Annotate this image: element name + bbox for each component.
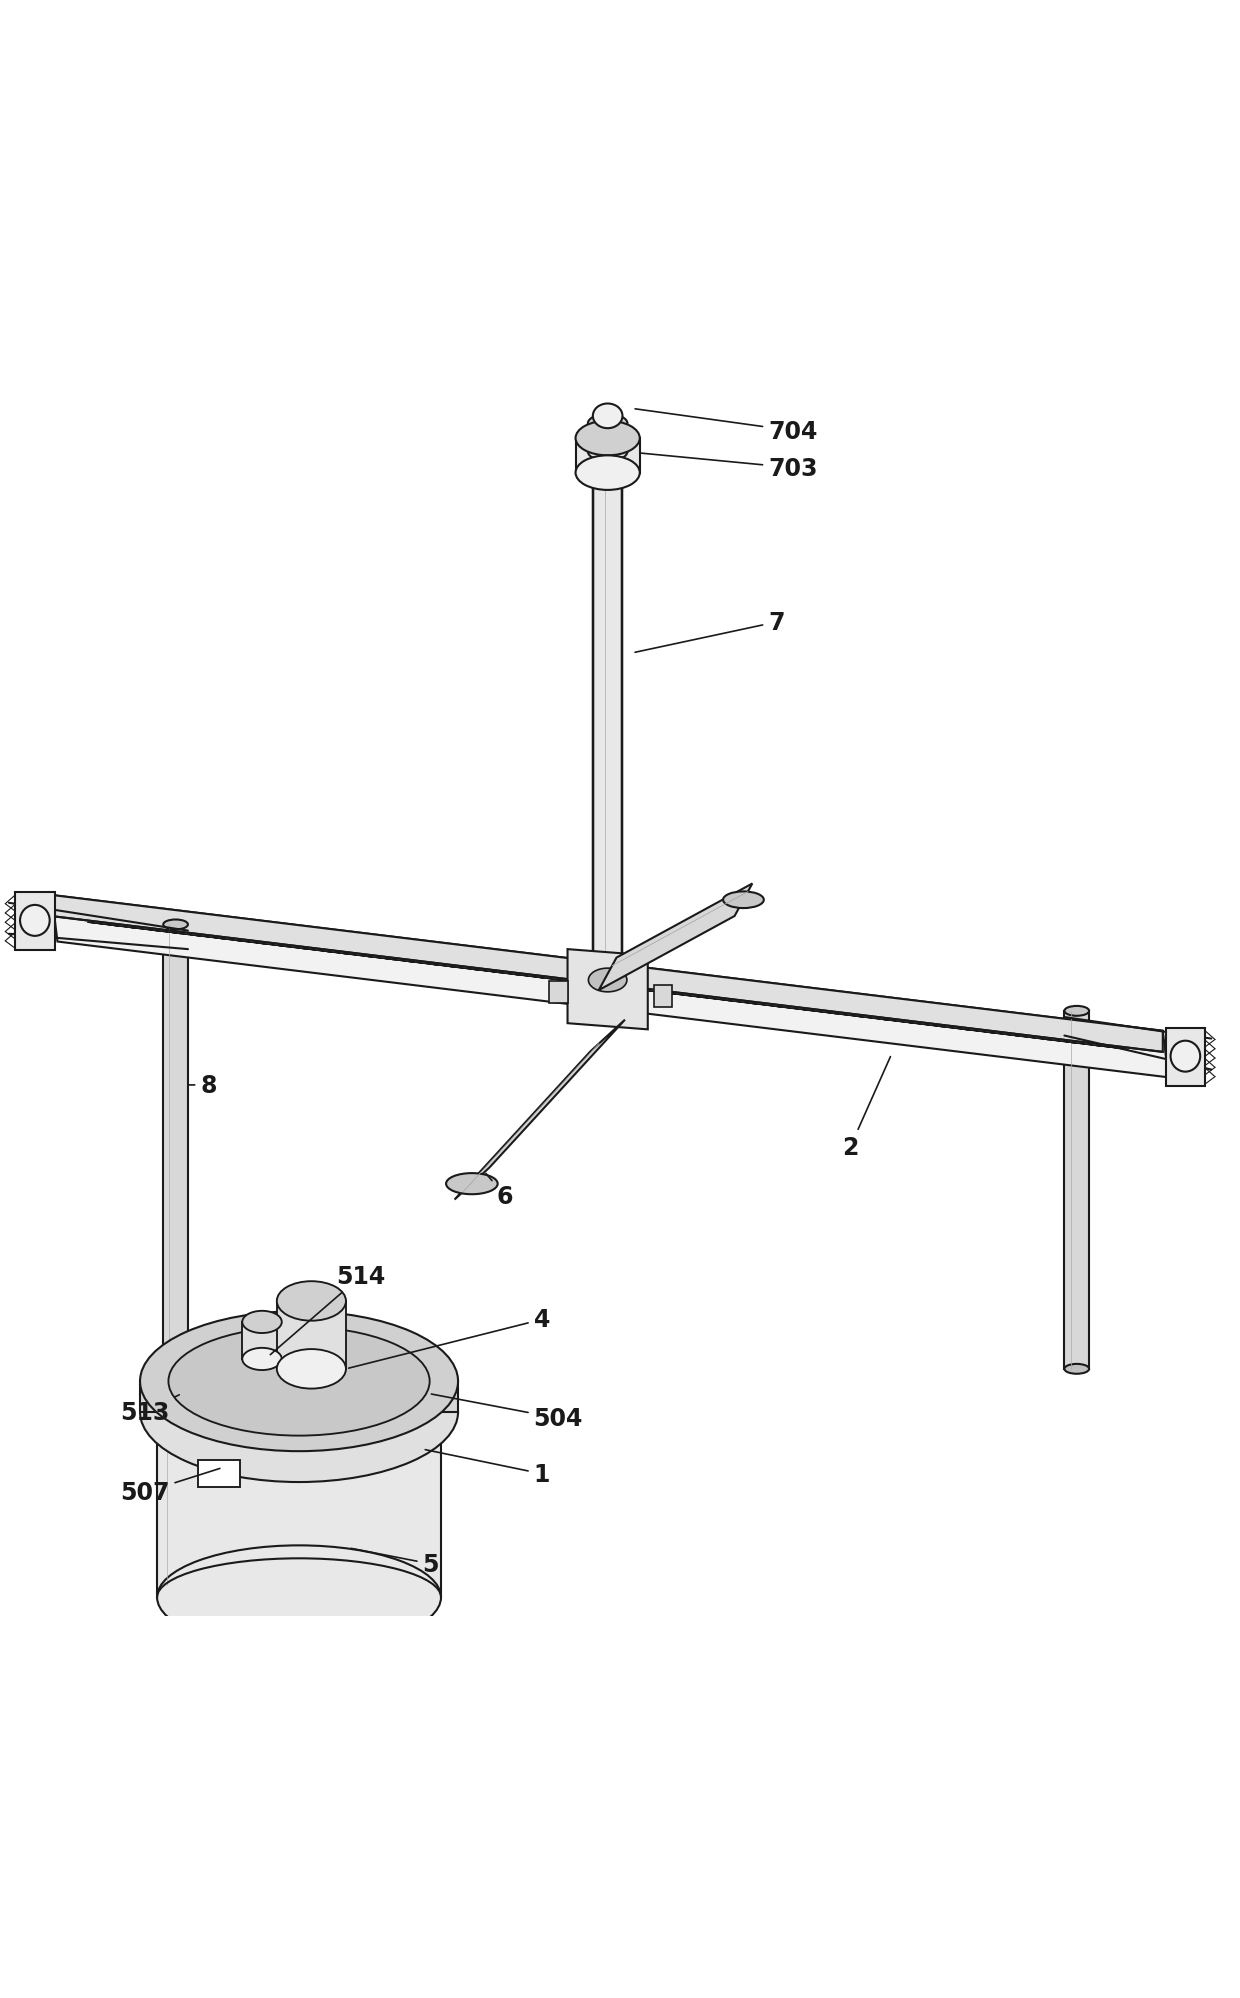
Text: 507: 507 bbox=[120, 1469, 219, 1504]
Polygon shape bbox=[549, 981, 568, 1003]
Polygon shape bbox=[936, 1027, 970, 1031]
Polygon shape bbox=[883, 1019, 916, 1025]
Ellipse shape bbox=[1064, 1365, 1089, 1375]
Polygon shape bbox=[109, 925, 139, 929]
Text: 6: 6 bbox=[486, 1175, 513, 1209]
Polygon shape bbox=[407, 961, 436, 965]
Polygon shape bbox=[671, 995, 703, 999]
Polygon shape bbox=[830, 1013, 863, 1017]
Ellipse shape bbox=[593, 404, 622, 430]
Ellipse shape bbox=[277, 1349, 346, 1389]
Polygon shape bbox=[588, 424, 627, 452]
Polygon shape bbox=[1095, 1045, 1128, 1051]
Polygon shape bbox=[1064, 1011, 1089, 1369]
Text: 514: 514 bbox=[270, 1265, 386, 1355]
Text: 703: 703 bbox=[641, 454, 817, 480]
Text: 2: 2 bbox=[842, 1057, 890, 1159]
Polygon shape bbox=[365, 957, 394, 961]
Polygon shape bbox=[909, 1023, 942, 1027]
Text: 704: 704 bbox=[635, 410, 817, 444]
Polygon shape bbox=[593, 466, 622, 1005]
Polygon shape bbox=[322, 951, 351, 955]
Ellipse shape bbox=[1064, 1007, 1089, 1017]
Polygon shape bbox=[343, 953, 373, 957]
Polygon shape bbox=[1016, 1037, 1049, 1041]
Polygon shape bbox=[599, 883, 753, 991]
Polygon shape bbox=[242, 1323, 281, 1359]
Polygon shape bbox=[15, 893, 55, 951]
Polygon shape bbox=[300, 949, 330, 953]
Text: 1: 1 bbox=[425, 1451, 551, 1487]
Ellipse shape bbox=[242, 1349, 281, 1371]
Polygon shape bbox=[279, 947, 309, 949]
Polygon shape bbox=[804, 1011, 836, 1015]
Text: 504: 504 bbox=[432, 1395, 583, 1431]
Ellipse shape bbox=[164, 919, 188, 929]
Text: 8: 8 bbox=[188, 1073, 217, 1097]
Ellipse shape bbox=[588, 416, 627, 434]
Ellipse shape bbox=[157, 1546, 441, 1648]
Polygon shape bbox=[52, 895, 1163, 1053]
Polygon shape bbox=[151, 931, 181, 935]
Ellipse shape bbox=[164, 1365, 188, 1375]
Text: 4: 4 bbox=[348, 1309, 551, 1369]
Polygon shape bbox=[750, 1003, 784, 1007]
Polygon shape bbox=[492, 973, 522, 975]
Ellipse shape bbox=[1171, 1041, 1200, 1073]
Polygon shape bbox=[723, 1001, 756, 1005]
Ellipse shape bbox=[20, 905, 50, 937]
Polygon shape bbox=[653, 985, 672, 1007]
Polygon shape bbox=[988, 1033, 1022, 1037]
Polygon shape bbox=[450, 967, 479, 971]
Polygon shape bbox=[140, 1381, 458, 1413]
Ellipse shape bbox=[588, 444, 627, 462]
Ellipse shape bbox=[446, 1173, 497, 1195]
Polygon shape bbox=[513, 975, 543, 979]
Ellipse shape bbox=[589, 969, 627, 993]
Ellipse shape bbox=[723, 891, 764, 909]
Polygon shape bbox=[1042, 1039, 1075, 1043]
Polygon shape bbox=[130, 927, 160, 931]
Polygon shape bbox=[578, 983, 606, 987]
Polygon shape bbox=[157, 1413, 441, 1598]
Polygon shape bbox=[258, 943, 288, 947]
Ellipse shape bbox=[575, 456, 640, 492]
Ellipse shape bbox=[575, 422, 640, 456]
Ellipse shape bbox=[140, 1311, 458, 1451]
Ellipse shape bbox=[242, 1311, 281, 1333]
Text: 7: 7 bbox=[635, 611, 785, 653]
Polygon shape bbox=[644, 991, 677, 995]
Ellipse shape bbox=[140, 1343, 458, 1483]
Polygon shape bbox=[277, 1301, 346, 1369]
Polygon shape bbox=[1069, 1043, 1102, 1047]
Polygon shape bbox=[52, 895, 1168, 1077]
Text: 5: 5 bbox=[351, 1548, 439, 1576]
Polygon shape bbox=[962, 1029, 996, 1033]
Polygon shape bbox=[428, 965, 458, 969]
Polygon shape bbox=[534, 977, 564, 981]
Text: 513: 513 bbox=[120, 1395, 180, 1425]
Polygon shape bbox=[193, 935, 223, 939]
Polygon shape bbox=[164, 925, 188, 1369]
Polygon shape bbox=[776, 1007, 810, 1011]
Polygon shape bbox=[568, 949, 647, 1029]
Polygon shape bbox=[575, 440, 640, 474]
Polygon shape bbox=[455, 1021, 625, 1201]
Polygon shape bbox=[198, 1461, 239, 1489]
Polygon shape bbox=[88, 923, 117, 927]
Polygon shape bbox=[856, 1017, 889, 1021]
Polygon shape bbox=[172, 933, 202, 937]
Polygon shape bbox=[1166, 1029, 1205, 1087]
Polygon shape bbox=[386, 959, 415, 963]
Ellipse shape bbox=[169, 1327, 429, 1437]
Polygon shape bbox=[216, 939, 246, 941]
Polygon shape bbox=[697, 997, 730, 1001]
Polygon shape bbox=[237, 941, 267, 945]
Polygon shape bbox=[471, 969, 501, 973]
Polygon shape bbox=[556, 981, 585, 983]
Ellipse shape bbox=[277, 1281, 346, 1321]
